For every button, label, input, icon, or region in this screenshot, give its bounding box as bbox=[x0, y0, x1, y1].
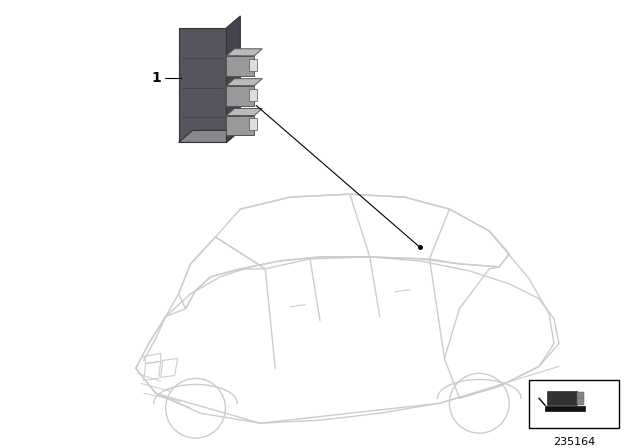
Bar bbox=[545, 406, 585, 411]
Bar bbox=[529, 380, 619, 428]
Bar bbox=[179, 28, 227, 142]
Text: 1: 1 bbox=[152, 71, 161, 85]
Bar bbox=[250, 59, 257, 71]
Bar bbox=[547, 391, 577, 405]
Bar bbox=[250, 118, 257, 130]
Bar bbox=[250, 89, 257, 100]
Polygon shape bbox=[227, 108, 262, 116]
Bar bbox=[227, 116, 254, 135]
Polygon shape bbox=[179, 130, 241, 142]
Polygon shape bbox=[227, 16, 241, 142]
Bar bbox=[227, 86, 254, 106]
Text: 235164: 235164 bbox=[553, 437, 595, 447]
Polygon shape bbox=[227, 79, 262, 86]
Bar bbox=[227, 56, 254, 76]
Bar bbox=[577, 392, 584, 399]
Polygon shape bbox=[227, 49, 262, 56]
Bar bbox=[577, 398, 584, 405]
